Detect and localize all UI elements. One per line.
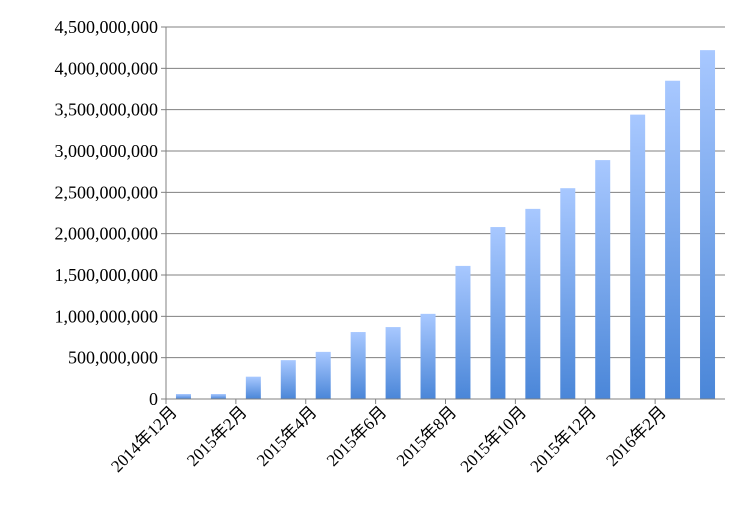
bar	[630, 114, 646, 400]
bar	[455, 265, 471, 399]
y-tick-label: 2,000,000,000	[55, 224, 159, 244]
x-tick-label: 2016年2月	[602, 402, 670, 470]
y-axis-tick-labels: 0 500,000,000 1,000,000,000 1,500,000,000 2,…	[55, 17, 159, 409]
y-tick-label: 3,500,000,000	[55, 100, 159, 120]
y-tick-label: 4,000,000,000	[55, 58, 159, 78]
x-tick-label: 2015年2月	[183, 402, 251, 470]
axes	[161, 26, 725, 404]
x-tick-label: 2015年12月	[527, 402, 601, 476]
x-tick-label: 2014年12月	[107, 402, 181, 476]
bar	[560, 188, 576, 399]
bar	[420, 313, 436, 399]
bar	[210, 394, 226, 399]
bar	[665, 80, 681, 399]
bar	[525, 208, 541, 399]
bar	[175, 394, 191, 399]
x-tick-label: 2015年10月	[457, 402, 531, 476]
bar	[385, 327, 401, 399]
y-tick-label: 4,500,000,000	[55, 17, 159, 37]
bar	[350, 332, 366, 399]
bar	[315, 351, 331, 399]
bars	[175, 50, 716, 400]
y-tick-label: 3,000,000,000	[55, 141, 159, 161]
x-tick-label: 2015年6月	[323, 402, 391, 470]
bar	[700, 50, 716, 399]
gridlines	[166, 26, 725, 359]
x-tick-label: 2015年4月	[253, 402, 321, 470]
x-axis-tick-labels: 2014年12月 2015年2月 2015年4月 2015年6月 2015年8月2015…	[107, 402, 670, 476]
y-tick-label: 1,000,000,000	[55, 306, 159, 326]
bar	[245, 376, 261, 399]
bar	[490, 227, 506, 399]
bar	[595, 160, 611, 399]
y-tick-label: 2,500,000,000	[55, 182, 159, 202]
y-tick-label: 1,500,000,000	[55, 265, 159, 285]
y-tick-label: 0	[149, 389, 158, 409]
x-tick-label: 2015年8月	[393, 402, 461, 470]
bar	[280, 360, 296, 399]
y-tick-label: 500,000,000	[68, 348, 158, 368]
